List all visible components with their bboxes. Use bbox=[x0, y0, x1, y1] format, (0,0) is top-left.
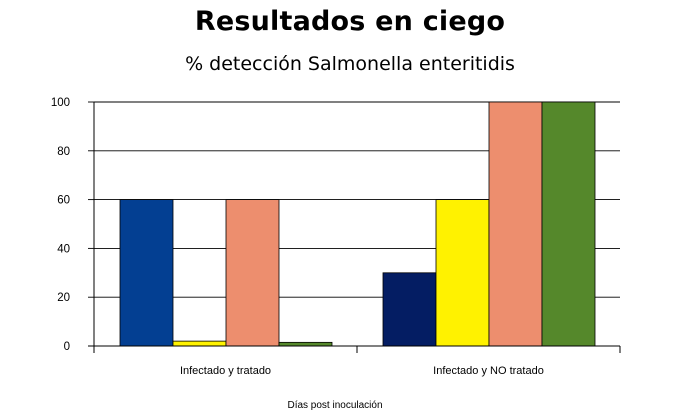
bars bbox=[119, 101, 596, 347]
bar-2-2 bbox=[435, 199, 490, 347]
bar-1-4 bbox=[278, 341, 333, 347]
bar-1-3 bbox=[225, 199, 280, 347]
bar-2-1 bbox=[382, 272, 437, 347]
y-tick-label-0: 0 bbox=[64, 341, 70, 353]
bar-2-4 bbox=[541, 101, 596, 347]
x-category-label-2: Infectado y NO tratado bbox=[433, 365, 544, 377]
bar-2-3 bbox=[488, 101, 543, 347]
axes bbox=[88, 101, 621, 353]
y-tick-label-40: 40 bbox=[57, 243, 70, 255]
y-tick-label-80: 80 bbox=[57, 146, 70, 158]
x-category-label-1: Infectado y tratado bbox=[180, 365, 271, 377]
y-tick-label-20: 20 bbox=[57, 292, 70, 304]
bar-1-1 bbox=[119, 199, 174, 347]
x-axis-title: Días post inoculación bbox=[287, 400, 382, 411]
y-tick-label-100: 100 bbox=[51, 97, 70, 109]
y-tick-label-60: 60 bbox=[57, 195, 70, 207]
bar-1-2 bbox=[172, 340, 227, 347]
labels: 0 20 40 60 80 100 Infectado y tratado Infectado… bbox=[51, 97, 544, 377]
chart-title: Resultados en ciego bbox=[194, 6, 506, 37]
chart-subtitle: % detección Salmonella enteritidis bbox=[185, 53, 515, 75]
